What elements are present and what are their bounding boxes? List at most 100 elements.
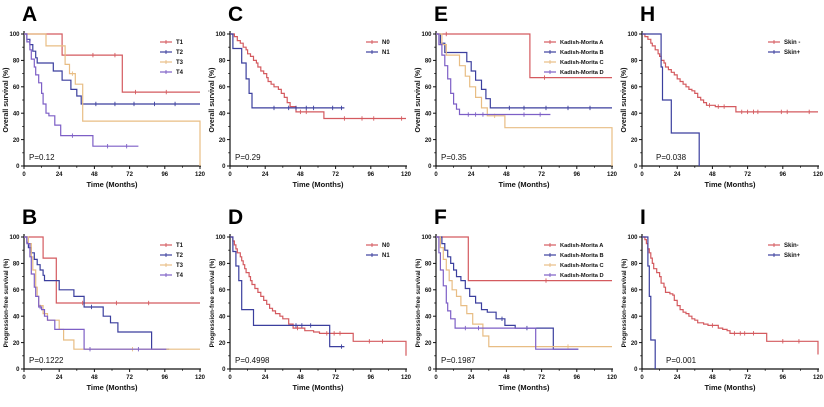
km-chart-b: 0 24 48 72 96 120 0 20 40 60 80 100 Time (Months) Pro…: [0, 231, 206, 403]
svg-text:48: 48: [503, 172, 510, 178]
svg-text:0: 0: [16, 164, 20, 170]
svg-text:72: 72: [126, 172, 133, 178]
svg-text:Time (Months): Time (Months): [292, 180, 344, 189]
svg-text:72: 72: [538, 375, 545, 381]
panel-letter-b: B: [22, 206, 38, 229]
svg-text:80: 80: [425, 262, 432, 268]
svg-text:120: 120: [813, 375, 824, 381]
panel-letter-i: I: [640, 206, 646, 229]
svg-text:Overall survival (%): Overall survival (%): [621, 68, 628, 133]
svg-text:24: 24: [468, 375, 475, 381]
svg-text:120: 120: [195, 375, 206, 381]
svg-text:24: 24: [262, 375, 269, 381]
svg-text:P=0.4998: P=0.4998: [235, 356, 270, 365]
svg-text:120: 120: [607, 172, 618, 178]
svg-text:100: 100: [215, 32, 226, 38]
svg-text:T2: T2: [176, 50, 184, 56]
svg-text:Overall survival (%): Overall survival (%): [415, 68, 422, 133]
svg-text:80: 80: [13, 262, 20, 268]
svg-text:N0: N0: [382, 243, 390, 249]
km-chart-d: 0 24 48 72 96 120 0 20 40 60 80 100 Time (Months) Pro…: [206, 231, 412, 403]
km-plot: 0 24 48 72 96 120 0 20 40 60 80 100 Time (Months) Ove…: [3, 31, 206, 189]
svg-text:0: 0: [428, 367, 432, 373]
svg-text:Kadish-Morita B: Kadish-Morita B: [560, 253, 604, 259]
panel-letter-e: E: [434, 3, 449, 26]
svg-text:0: 0: [16, 367, 20, 373]
svg-text:48: 48: [503, 375, 510, 381]
svg-text:100: 100: [9, 235, 20, 241]
svg-text:Time (Months): Time (Months): [86, 180, 138, 189]
svg-text:T4: T4: [176, 273, 184, 279]
svg-text:40: 40: [425, 111, 432, 117]
panel-f: F 0 24 48 72 96 120 0 20 40 60 80 100 Time (Months) P…: [412, 203, 618, 406]
svg-text:Progression-free survival (%): Progression-free survival (%): [621, 259, 628, 348]
km-plot: 0 24 48 72 96 120 0 20 40 60 80 100 Time (Months) Pro…: [621, 234, 824, 392]
svg-text:60: 60: [631, 288, 638, 294]
svg-text:20: 20: [631, 341, 638, 347]
panel-letter-f: F: [434, 206, 447, 229]
svg-text:40: 40: [219, 111, 226, 117]
svg-text:20: 20: [13, 138, 20, 144]
svg-text:P=0.29: P=0.29: [235, 153, 261, 162]
svg-text:T3: T3: [176, 263, 184, 269]
svg-text:24: 24: [56, 375, 63, 381]
km-chart-e: 0 24 48 72 96 120 0 20 40 60 80 100 Time (Months) Ove…: [412, 28, 618, 200]
svg-text:P=0.001: P=0.001: [666, 356, 697, 365]
km-plot: 0 24 48 72 96 120 0 20 40 60 80 100 Time (Months) Pro…: [209, 234, 412, 392]
svg-text:120: 120: [607, 375, 618, 381]
km-chart-a: 0 24 48 72 96 120 0 20 40 60 80 100 Time (Months) Ove…: [0, 28, 206, 200]
svg-text:48: 48: [91, 172, 98, 178]
svg-text:48: 48: [709, 172, 716, 178]
svg-text:T2: T2: [176, 253, 184, 259]
svg-text:48: 48: [709, 375, 716, 381]
svg-text:60: 60: [425, 288, 432, 294]
svg-text:P=0.12: P=0.12: [29, 153, 55, 162]
svg-text:Time (Months): Time (Months): [704, 383, 756, 392]
svg-text:60: 60: [219, 288, 226, 294]
km-plot: 0 24 48 72 96 120 0 20 40 60 80 100 Time (Months) Ove…: [621, 31, 824, 189]
svg-text:0: 0: [634, 164, 638, 170]
svg-text:Kadish-Morita C: Kadish-Morita C: [560, 60, 604, 66]
panel-letter-d: D: [228, 206, 244, 229]
svg-text:96: 96: [573, 375, 580, 381]
svg-text:20: 20: [13, 341, 20, 347]
svg-text:96: 96: [367, 375, 374, 381]
svg-text:48: 48: [91, 375, 98, 381]
svg-text:Overall survival (%): Overall survival (%): [3, 68, 10, 133]
svg-text:40: 40: [13, 314, 20, 320]
panel-i: I 0 24 48 72 96 120 0 20 40 60 80 100 Time (Months) P…: [618, 203, 824, 406]
svg-text:0: 0: [434, 375, 438, 381]
svg-text:96: 96: [161, 375, 168, 381]
svg-text:80: 80: [631, 59, 638, 65]
svg-text:Time (Months): Time (Months): [704, 180, 756, 189]
svg-text:72: 72: [332, 172, 339, 178]
km-plot: 0 24 48 72 96 120 0 20 40 60 80 100 Time (Months) Pro…: [3, 234, 206, 392]
km-chart-i: 0 24 48 72 96 120 0 20 40 60 80 100 Time (Months) Pro…: [618, 231, 824, 403]
svg-text:N0: N0: [382, 40, 390, 46]
km-plot: 0 24 48 72 96 120 0 20 40 60 80 100 Time (Months) Ove…: [415, 31, 618, 189]
svg-text:Kadish-Morita A: Kadish-Morita A: [560, 243, 603, 249]
svg-text:96: 96: [779, 375, 786, 381]
svg-text:Skin-: Skin-: [784, 243, 799, 249]
svg-text:0: 0: [640, 375, 644, 381]
km-chart-c: 0 24 48 72 96 120 0 20 40 60 80 100 Time (Months) Ove…: [206, 28, 412, 200]
svg-text:Kadish-Morita B: Kadish-Morita B: [560, 50, 604, 56]
svg-text:Progression-free survival (%): Progression-free survival (%): [209, 259, 216, 348]
svg-text:72: 72: [744, 172, 751, 178]
km-chart-f: 0 24 48 72 96 120 0 20 40 60 80 100 Time (Months) Pro…: [412, 231, 618, 403]
panel-letter-c: C: [228, 3, 244, 26]
svg-text:120: 120: [195, 172, 206, 178]
svg-text:40: 40: [13, 111, 20, 117]
svg-text:72: 72: [744, 375, 751, 381]
svg-text:Kadish-Morita C: Kadish-Morita C: [560, 263, 604, 269]
svg-text:Skin+: Skin+: [784, 50, 801, 56]
svg-text:20: 20: [631, 138, 638, 144]
svg-text:72: 72: [126, 375, 133, 381]
svg-text:60: 60: [13, 85, 20, 91]
svg-text:60: 60: [13, 288, 20, 294]
svg-text:20: 20: [219, 138, 226, 144]
svg-text:120: 120: [813, 172, 824, 178]
svg-text:Time (Months): Time (Months): [86, 383, 138, 392]
